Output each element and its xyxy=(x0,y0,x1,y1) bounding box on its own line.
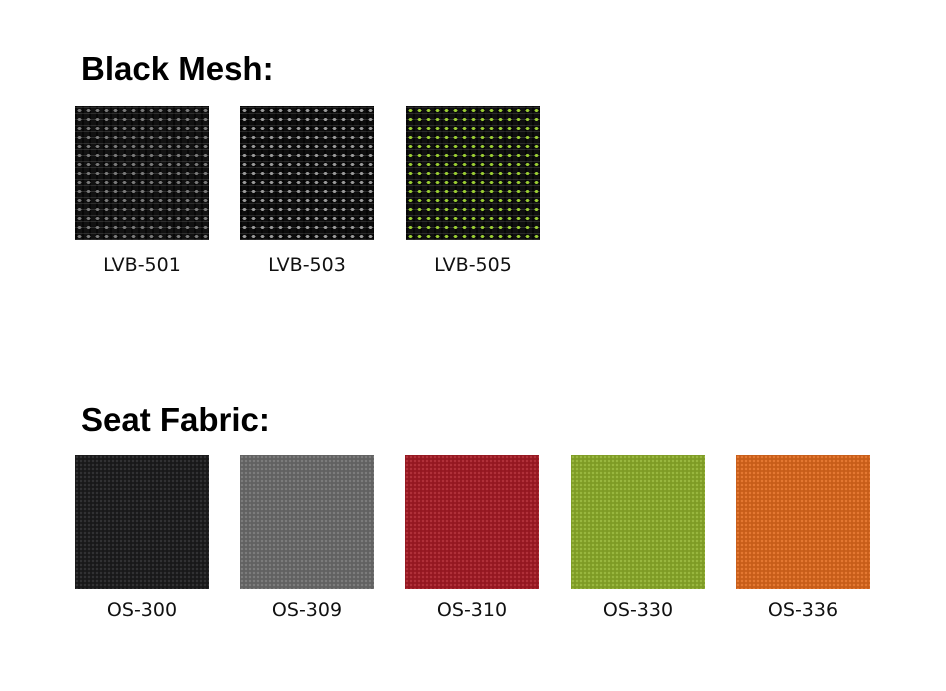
mesh-swatch-label: LVB-501 xyxy=(103,254,181,276)
black-mesh-heading: Black Mesh: xyxy=(81,50,274,87)
mesh-swatch-label: LVB-503 xyxy=(268,254,346,276)
fabric-swatch-os-300[interactable] xyxy=(75,455,209,589)
mesh-swatch-lvb-505[interactable] xyxy=(406,106,540,240)
fabric-swatch-os-309[interactable] xyxy=(240,455,374,589)
seat-fabric-heading: Seat Fabric: xyxy=(81,401,270,438)
fabric-swatch-label: OS-336 xyxy=(767,599,839,621)
fabric-swatch-os-330[interactable] xyxy=(571,455,705,589)
mesh-swatch-lvb-501[interactable] xyxy=(75,106,209,240)
fabric-swatch-label: OS-300 xyxy=(106,599,178,621)
fabric-swatch-label: OS-330 xyxy=(602,599,674,621)
fabric-swatch-os-310[interactable] xyxy=(405,455,539,589)
fabric-swatch-os-336[interactable] xyxy=(736,455,870,589)
mesh-swatch-label: LVB-505 xyxy=(434,254,512,276)
fabric-swatch-label: OS-309 xyxy=(271,599,343,621)
mesh-swatch-lvb-503[interactable] xyxy=(240,106,374,240)
fabric-swatch-label: OS-310 xyxy=(436,599,508,621)
